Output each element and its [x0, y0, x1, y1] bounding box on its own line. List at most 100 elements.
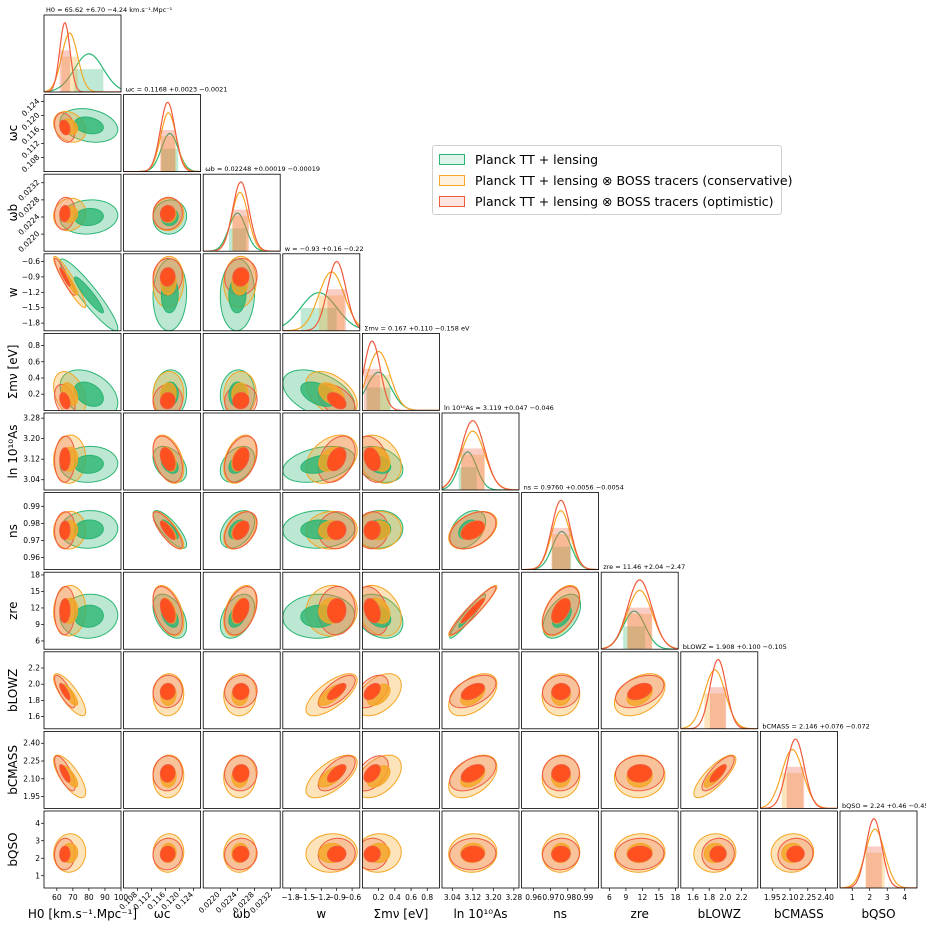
panel-content — [362, 673, 402, 717]
panel-lnAs-lnAs — [441, 412, 520, 491]
panel-omega_b-omega_b — [202, 173, 281, 252]
x-tick-label: 0.4 — [389, 893, 401, 902]
panel-zre-omega_c — [123, 571, 201, 650]
contour-68-optimistic — [551, 682, 571, 701]
marginal-band-conservative — [551, 534, 571, 570]
marginal-band-conservative — [61, 56, 78, 92]
panel-content — [362, 434, 404, 484]
contour-68-optimistic — [232, 447, 250, 472]
panel-content — [53, 108, 119, 143]
contour-68-optimistic — [159, 267, 176, 287]
panel-frame — [123, 492, 201, 571]
panel-bQSO-H0 — [43, 810, 122, 889]
x-tick-label: −1.8 — [281, 893, 299, 902]
panel-frame — [521, 651, 599, 730]
x-tick-label: 2.10 — [782, 893, 799, 902]
panel-content — [53, 510, 119, 550]
marginal-curve-optimistic — [601, 579, 679, 650]
marginal-band-planck — [458, 467, 477, 490]
panel-content — [362, 754, 402, 799]
x-tick-label: 12 — [638, 893, 648, 902]
panel-frame — [43, 412, 122, 491]
marginal-band-optimistic — [786, 766, 805, 809]
panel-lnAs-omega_b — [202, 412, 281, 491]
panel-ns-lnAs — [441, 492, 520, 571]
contour-68-optimistic — [627, 845, 653, 863]
panel-w-omega_c — [123, 253, 201, 332]
y-tick-label: 2.40 — [23, 739, 40, 748]
y-tick-label: 0.97 — [23, 536, 40, 545]
panel-content — [282, 369, 358, 411]
panel-mnu-mnu — [361, 332, 440, 411]
panel-frame — [123, 332, 201, 411]
legend: Planck TT + lensing Planck TT + lensing … — [432, 145, 792, 215]
marginal-curve-optimistic — [442, 420, 519, 490]
panel-omega_b-H0 — [43, 173, 122, 252]
marginal-band-optimistic — [709, 687, 727, 729]
panel-content — [152, 255, 188, 331]
y-axis-label-zre: zre — [6, 602, 20, 620]
x-axis-label-zre: zre — [631, 907, 649, 921]
y-tick-label: 2 — [35, 854, 40, 863]
legend-swatch-optimistic — [439, 195, 465, 207]
x-tick-label: 0.98 — [559, 893, 576, 902]
y-tick-label: 18 — [30, 570, 40, 579]
panel-frame — [361, 731, 440, 809]
x-axis-label-bQSO: bQSO — [861, 907, 895, 921]
panel-content — [770, 833, 815, 873]
panel-content — [541, 584, 582, 639]
marginal-band-planck — [623, 626, 646, 650]
x-tick-label: 4 — [902, 893, 907, 902]
contour-68-optimistic — [327, 520, 347, 540]
x-tick-label: 70 — [68, 893, 78, 902]
panel-frame — [361, 492, 440, 571]
panel-bCMASS-mnu — [361, 731, 440, 809]
x-tick-label: 1.95 — [764, 893, 781, 902]
y-tick-label: 1 — [35, 871, 40, 880]
panel-frame — [441, 571, 520, 650]
panel-content — [53, 434, 119, 484]
panel-content — [541, 833, 581, 873]
panel-content — [448, 510, 498, 550]
panel-content — [152, 510, 188, 550]
panel-lnAs-omega_c — [123, 412, 201, 491]
panel-mnu-w — [282, 332, 361, 411]
legend-label-optimistic: Planck TT + lensing ⊗ BOSS tracers (opti… — [475, 193, 774, 209]
panel-frame — [202, 731, 281, 809]
contour-68-optimistic — [159, 447, 176, 472]
panel-frame — [361, 412, 440, 491]
panel-content — [53, 754, 87, 799]
panel-content — [305, 673, 358, 717]
x-tick-label: 9 — [624, 893, 629, 902]
panel-content — [362, 340, 440, 411]
panel-mnu-omega_c — [123, 332, 201, 411]
marginal-band-optimistic — [627, 607, 652, 650]
panel-content — [223, 754, 258, 799]
panel-w-omega_b — [202, 253, 281, 332]
panel-frame — [282, 253, 361, 332]
panel-ns-mnu — [361, 492, 440, 571]
contour-68-optimistic — [363, 598, 381, 624]
panel-lnAs-mnu — [361, 412, 440, 491]
y-axis-label-omega_b: ωb — [6, 204, 20, 222]
y-tick-label: 15 — [30, 587, 40, 596]
panel-frame — [600, 810, 679, 889]
marginal-band-planck — [552, 546, 572, 570]
panel-bLOWZ-ns — [521, 651, 599, 730]
panel-content — [152, 673, 185, 717]
x-axis-label-omega_c: ωc — [154, 907, 171, 921]
marginal-curve-optimistic — [123, 101, 201, 172]
panel-w-w — [282, 253, 361, 332]
panel-frame — [202, 412, 281, 491]
panel-bLOWZ-zre — [600, 651, 679, 730]
contour-68-optimistic — [551, 845, 571, 863]
contour-68-optimistic — [232, 682, 250, 701]
panel-frame — [521, 492, 599, 571]
panel-content — [362, 584, 404, 639]
panel-title-bLOWZ: bLOWZ = 1.908 +0.100 −0.105 — [683, 643, 787, 651]
panel-title-w: w = −0.93 +0.16 −0.22 — [285, 245, 364, 253]
panel-frame — [361, 571, 440, 650]
x-tick-label: 80 — [84, 893, 94, 902]
y-axis-label-mnu: Σmν [eV] — [6, 345, 20, 400]
y-axis-label-w: w — [6, 287, 20, 297]
